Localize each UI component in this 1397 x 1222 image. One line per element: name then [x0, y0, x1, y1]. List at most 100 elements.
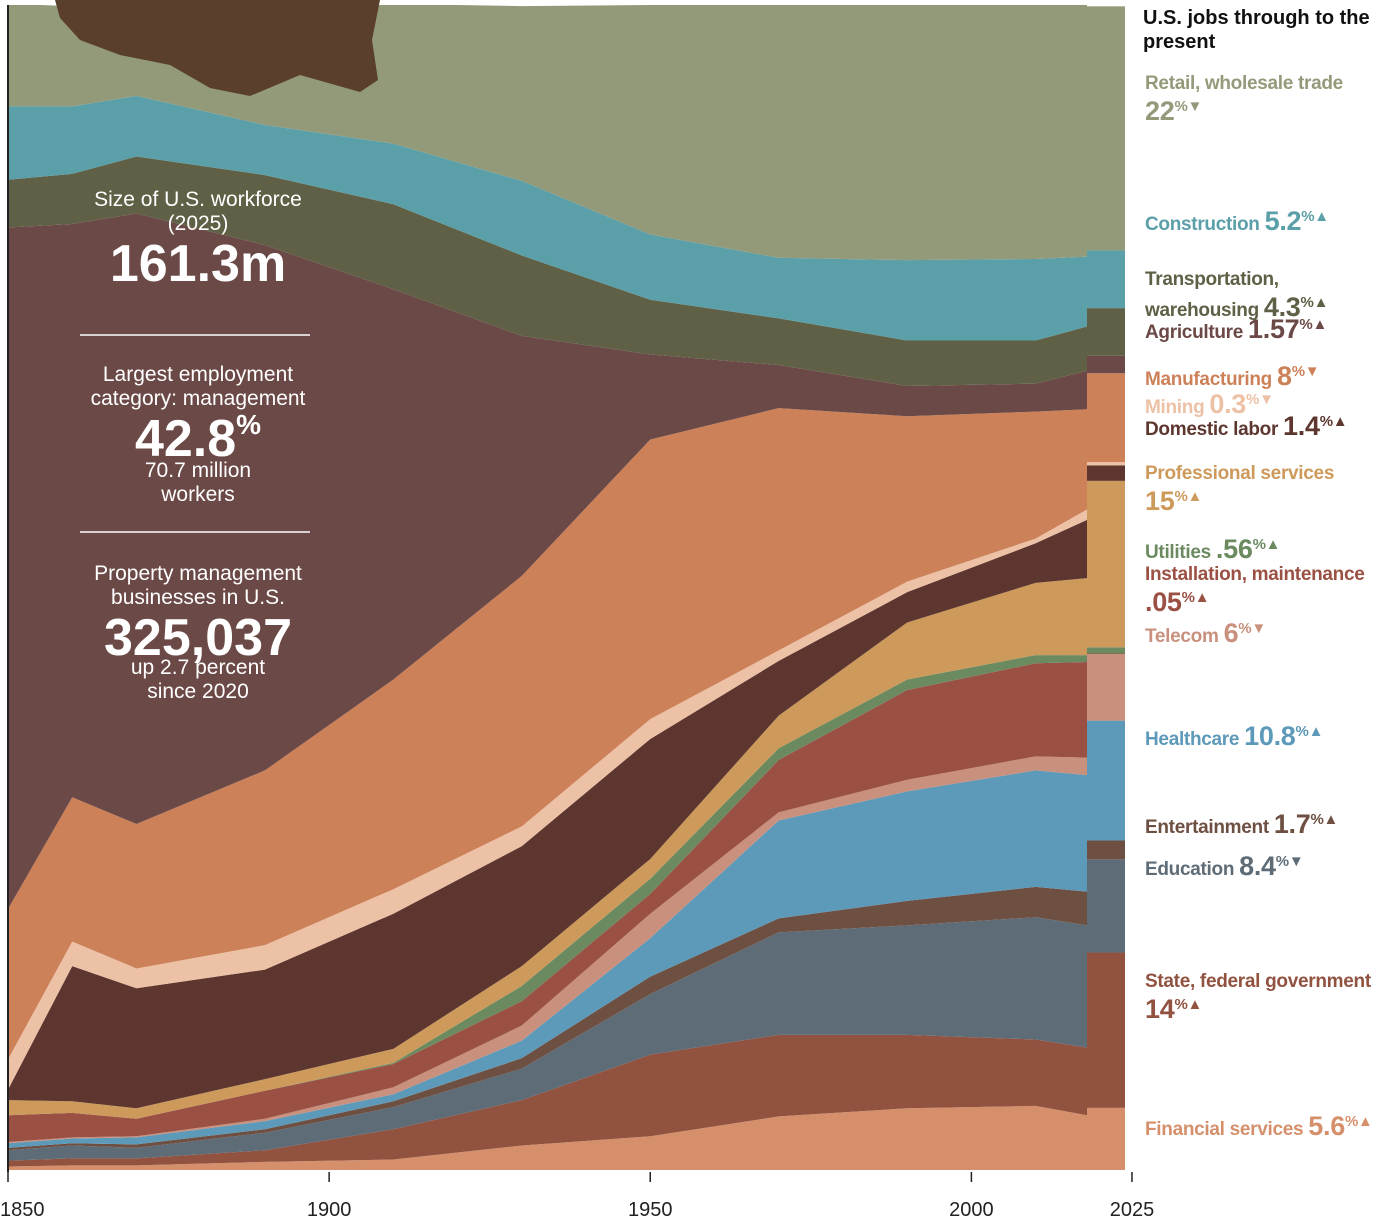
legend-label: Telecom	[1145, 626, 1219, 647]
legend-unit: %	[1174, 488, 1187, 505]
bar-segment	[1087, 721, 1125, 841]
annotation-label: Largest employment category: management	[48, 363, 348, 411]
legend-trend: ▲	[1187, 488, 1202, 505]
legend-unit: %	[1301, 294, 1314, 311]
legend-value: 15	[1145, 486, 1174, 516]
annotation: Largest employment category: management …	[48, 363, 348, 507]
annotation-note: up 2.7 percent since 2020	[48, 656, 348, 704]
legend-label: Retail, wholesale trade	[1145, 73, 1343, 94]
legend-value: 4.3	[1264, 292, 1301, 322]
legend-value: 6	[1224, 618, 1239, 648]
bar-segment	[1087, 6, 1125, 250]
legend-value: .56	[1216, 534, 1253, 564]
page: 1850 1900 1950 2000 2025 Size of U.S. workfo…	[0, 0, 1397, 1222]
bar-segment	[1087, 859, 1125, 952]
legend-unit: %	[1253, 536, 1266, 553]
legend-item: Mining 0.3%▼	[1145, 388, 1380, 419]
legend-unit: %	[1174, 996, 1187, 1013]
legend-unit: %	[1246, 391, 1259, 408]
legend-item: Professional services 15%▲	[1145, 462, 1380, 516]
legend-label: Transportation, warehousing	[1145, 269, 1279, 321]
legend-label: Construction	[1145, 214, 1260, 235]
legend-trend: ▲	[1309, 723, 1324, 740]
legend-trend: ▼	[1251, 620, 1266, 637]
legend-label: Manufacturing	[1145, 369, 1272, 390]
legend-trend: ▼	[1259, 391, 1274, 408]
legend-label: Installation, maintenance	[1145, 564, 1365, 585]
legend-value: 8.4	[1239, 851, 1276, 881]
annotation-value: 161.3m	[48, 236, 348, 292]
legend-value: 0.3	[1209, 389, 1246, 419]
legend-label: State, federal government	[1145, 971, 1371, 992]
legend-trend: ▲	[1314, 294, 1329, 311]
x-tick-label: 1900	[307, 1199, 352, 1221]
bar-segment	[1087, 373, 1125, 462]
legend-label: Education	[1145, 859, 1234, 880]
legend-value: 14	[1145, 994, 1174, 1024]
legend-trend: ▲	[1195, 589, 1210, 606]
annotation: Size of U.S. workforce (2025) 161.3m	[48, 188, 348, 292]
legend-unit: %	[1182, 589, 1195, 606]
legend-item: Transportation, warehousing 4.3%▲	[1145, 268, 1380, 322]
annotation-label: Size of U.S. workforce (2025)	[48, 188, 348, 236]
legend-unit: %	[1296, 723, 1309, 740]
legend-label: Entertainment	[1145, 817, 1269, 838]
legend-trend: ▲	[1358, 1113, 1373, 1130]
legend-trend: ▲	[1187, 996, 1202, 1013]
legend-item: Manufacturing 8%▼	[1145, 360, 1380, 391]
legend-item: Education 8.4%▼	[1145, 850, 1380, 881]
bar-segment	[1087, 1108, 1125, 1170]
legend-unit: %	[1301, 208, 1314, 225]
legend-label: Healthcare	[1145, 729, 1239, 750]
annotation-unit: %	[236, 409, 261, 440]
legend-value: 5.6	[1308, 1111, 1345, 1141]
legend-trend: ▲	[1324, 811, 1339, 828]
legend-unit: %	[1276, 853, 1289, 870]
legend-label: Mining	[1145, 397, 1204, 418]
bar-segment	[1087, 356, 1125, 373]
legend-label: Domestic labor	[1145, 419, 1278, 440]
legend-item: Utilities .56%▲	[1145, 533, 1380, 564]
x-tick-label: 1950	[628, 1199, 673, 1221]
bar-segment	[1087, 481, 1125, 647]
chart-title: U.S. jobs through to the present	[1143, 6, 1383, 54]
legend-trend: ▼	[1187, 98, 1202, 115]
legend-value: 8	[1277, 361, 1292, 391]
bar-segment	[1087, 465, 1125, 481]
legend-trend: ▲	[1314, 208, 1329, 225]
legend-value: 1.7	[1274, 809, 1311, 839]
legend-label: Professional services	[1145, 463, 1334, 484]
bar-segment	[1087, 250, 1125, 308]
legend-label: Financial services	[1145, 1119, 1303, 1140]
legend-item: Healthcare 10.8%▲	[1145, 720, 1380, 751]
legend-item: Telecom 6%▼	[1145, 617, 1380, 648]
legend-label: Utilities	[1145, 542, 1211, 563]
legend-unit: %	[1310, 811, 1323, 828]
annotation-note: 70.7 million workers	[48, 459, 348, 507]
bar-segment	[1087, 654, 1125, 655]
legend-item: Installation, maintenance .05%▲	[1145, 563, 1380, 617]
bar-segment	[1087, 953, 1125, 1108]
legend-item: Construction 5.2%▲	[1145, 205, 1380, 236]
bar-segment	[1087, 840, 1125, 859]
legend-unit: %	[1292, 363, 1305, 380]
legend-label: Agriculture	[1145, 322, 1243, 343]
legend-trend: ▼	[1289, 853, 1304, 870]
legend-unit: %	[1238, 620, 1251, 637]
legend-value: 5.2	[1265, 206, 1302, 236]
legend-item: State, federal government 14%▲	[1145, 970, 1380, 1024]
legend-value: 22	[1145, 96, 1174, 126]
annotation-label: Property management businesses in U.S.	[48, 562, 348, 610]
legend-value: 10.8	[1244, 721, 1295, 751]
legend-item: Entertainment 1.7%▲	[1145, 808, 1380, 839]
x-tick-label: 2025	[1110, 1199, 1155, 1221]
bar-segment	[1087, 308, 1125, 356]
x-tick-label: 2000	[949, 1199, 994, 1221]
legend-trend: ▼	[1305, 363, 1320, 380]
legend-item: Financial services 5.6%▲	[1145, 1110, 1380, 1141]
legend-unit: %	[1174, 98, 1187, 115]
bar-segment	[1087, 647, 1125, 653]
legend-value: .05	[1145, 587, 1182, 617]
x-tick-label: 1850	[0, 1199, 45, 1221]
legend-trend: ▲	[1266, 536, 1281, 553]
